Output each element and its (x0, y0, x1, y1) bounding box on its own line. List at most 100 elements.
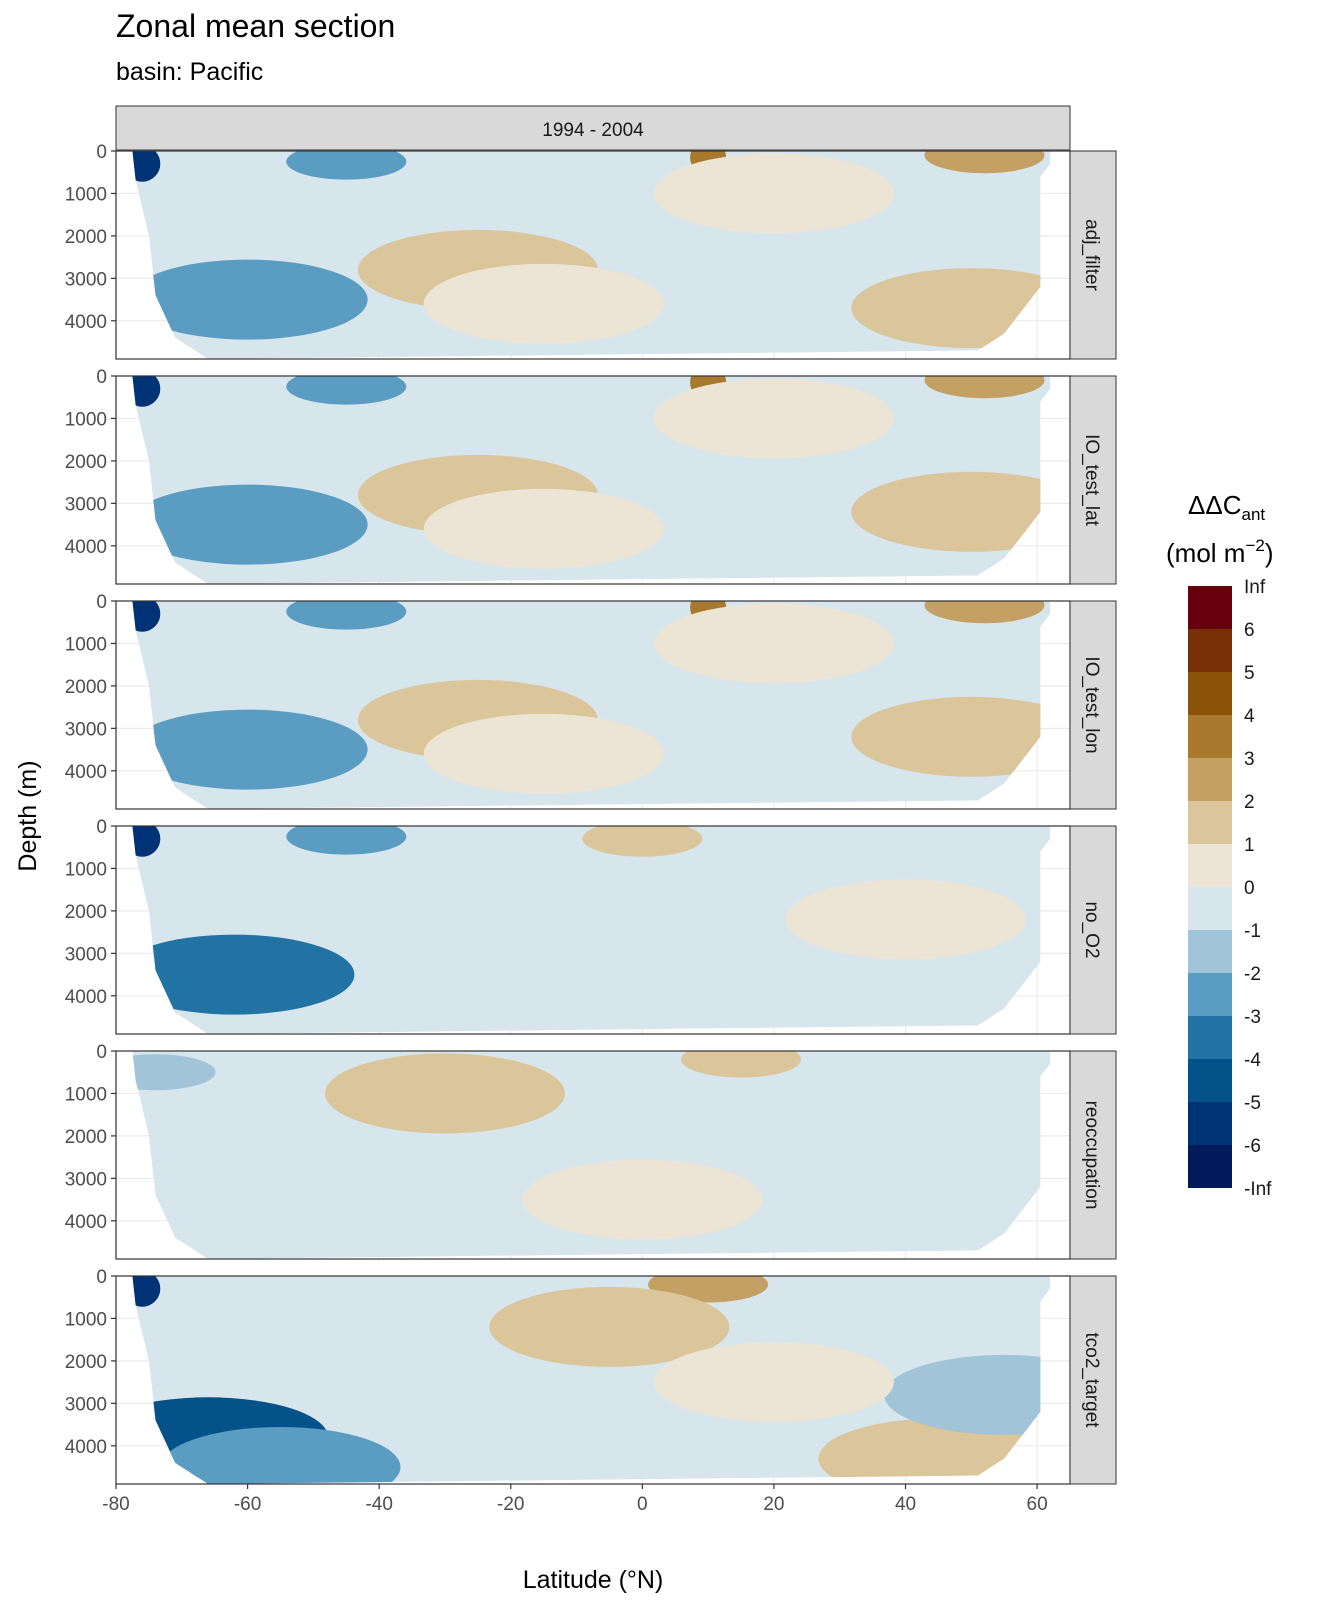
legend-break-label: Inf (1244, 577, 1266, 598)
section-field (132, 151, 1051, 359)
legend-title-main: ΔΔC (1188, 490, 1242, 520)
legend-unit-suffix: ) (1265, 538, 1274, 568)
row-strip-label: tco2_target (1081, 1332, 1102, 1428)
y-tick-label: 4000 (65, 762, 107, 783)
x-tick-label: 60 (1027, 1494, 1048, 1515)
y-tick-label: 2000 (65, 452, 107, 473)
feature-blob (423, 263, 664, 344)
legend-title-subscript: ant (1242, 505, 1266, 524)
legend-break-label: -3 (1244, 1007, 1261, 1028)
panel-adj_filter: 0 1000 2000 3000 4000 adj_filter (65, 142, 1117, 360)
section-field (132, 826, 1051, 1034)
legend-key (1188, 1102, 1232, 1145)
feature-blob (160, 1427, 401, 1484)
feature-blob (286, 826, 407, 855)
legend-break-label: -1 (1244, 921, 1261, 942)
row-strip (1069, 375, 1117, 585)
y-tick-label: 1000 (65, 859, 107, 880)
legend-break-label: -5 (1244, 1093, 1261, 1114)
legend-break-label: 1 (1244, 835, 1255, 856)
legend-key (1188, 1059, 1232, 1102)
feature-blob (681, 1051, 801, 1078)
y-tick-label: 0 (96, 142, 107, 163)
y-tick-label: 0 (96, 1042, 107, 1063)
feature-blob (884, 1354, 1051, 1435)
legend-key (1188, 844, 1232, 887)
y-tick-label: 4000 (65, 987, 107, 1008)
legend-key (1188, 930, 1232, 973)
y-tick-label: 4000 (65, 1437, 107, 1458)
y-tick-label: 3000 (65, 1169, 107, 1190)
legend-unit: (mol m−2) (1166, 536, 1274, 568)
x-tick-label: 0 (637, 1494, 648, 1515)
y-tick-label: 1000 (65, 1084, 107, 1105)
legend-keys: Inf 6 5 4 3 2 1 0 -1 -2 -3 -4 -5 -6 -Inf (1188, 577, 1272, 1200)
legend-break-label: 6 (1244, 620, 1255, 641)
x-tick-label: -40 (365, 1494, 392, 1515)
section-field (132, 376, 1051, 584)
y-axis-label: Depth (m) (14, 760, 42, 871)
feature-blob (924, 151, 1045, 174)
section-field (132, 1276, 1051, 1484)
x-tick-label: 20 (763, 1494, 784, 1515)
legend-key (1188, 1145, 1232, 1188)
feature-blob (653, 153, 894, 234)
feature-blob (924, 601, 1045, 624)
feature-blob (582, 826, 703, 857)
y-tick-label: 1000 (65, 184, 107, 205)
feature-blob (286, 151, 407, 180)
y-tick-label: 2000 (65, 227, 107, 248)
x-tick-label: -60 (234, 1494, 261, 1515)
legend-break-label: 5 (1244, 663, 1255, 684)
legend-break-label: 3 (1244, 749, 1255, 770)
legend-break-label: -Inf (1244, 1179, 1272, 1200)
feature-blob (325, 1053, 565, 1134)
row-strip-label: adj_filter (1081, 219, 1102, 291)
x-axis: -80 -60 -40 -20 0 20 40 60 (102, 1484, 1048, 1515)
feature-blob (522, 1159, 763, 1240)
legend-unit-superscript: −2 (1245, 536, 1264, 555)
y-tick-label: 3000 (65, 1394, 107, 1415)
row-strip-label: no_O2 (1081, 901, 1102, 958)
legend-title: ΔΔCant (1188, 490, 1265, 524)
base-field (132, 1276, 1051, 1484)
y-tick-label: 3000 (65, 719, 107, 740)
feature-blob (653, 1342, 894, 1423)
feature-blob (924, 376, 1045, 399)
panel-tco2_target: 0 1000 2000 3000 4000 tco2_target (65, 1267, 1117, 1485)
y-tick-label: 1000 (65, 1309, 107, 1330)
x-axis-label: Latitude (°N) (523, 1566, 664, 1594)
panel-IO_test_lon: 0 1000 2000 3000 4000 IO_test_lon (65, 592, 1117, 810)
legend-key (1188, 629, 1232, 672)
y-tick-label: 3000 (65, 944, 107, 965)
feature-blob (653, 378, 894, 459)
feature-blob (390, 934, 631, 1015)
section-field (132, 1051, 1051, 1259)
y-tick-label: 3000 (65, 269, 107, 290)
legend-break-label: 2 (1244, 792, 1255, 813)
legend-key (1188, 887, 1232, 930)
feature-blob (132, 259, 368, 340)
feature-blob (423, 713, 664, 794)
row-strip (1069, 1050, 1117, 1260)
panels-group: 0 1000 2000 3000 4000 adj_filter 0 1000 2000 3000… (65, 142, 1117, 1485)
y-tick-label: 4000 (65, 537, 107, 558)
row-strip (1069, 825, 1117, 1035)
x-tick-label: -80 (102, 1494, 129, 1515)
legend-key (1188, 801, 1232, 844)
legend-key (1188, 973, 1232, 1016)
feature-blob (132, 484, 368, 565)
y-tick-label: 2000 (65, 677, 107, 698)
legend-break-label: -4 (1244, 1050, 1261, 1071)
feature-blob (286, 601, 407, 630)
section-field (132, 601, 1051, 809)
column-strip-label: 1994 - 2004 (542, 120, 644, 141)
y-tick-label: 2000 (65, 902, 107, 923)
feature-blob (423, 488, 664, 569)
legend-unit-prefix: (mol m (1166, 538, 1245, 568)
y-tick-label: 0 (96, 817, 107, 838)
feature-blob (132, 1117, 368, 1198)
y-tick-label: 0 (96, 367, 107, 388)
y-tick-label: 4000 (65, 312, 107, 333)
